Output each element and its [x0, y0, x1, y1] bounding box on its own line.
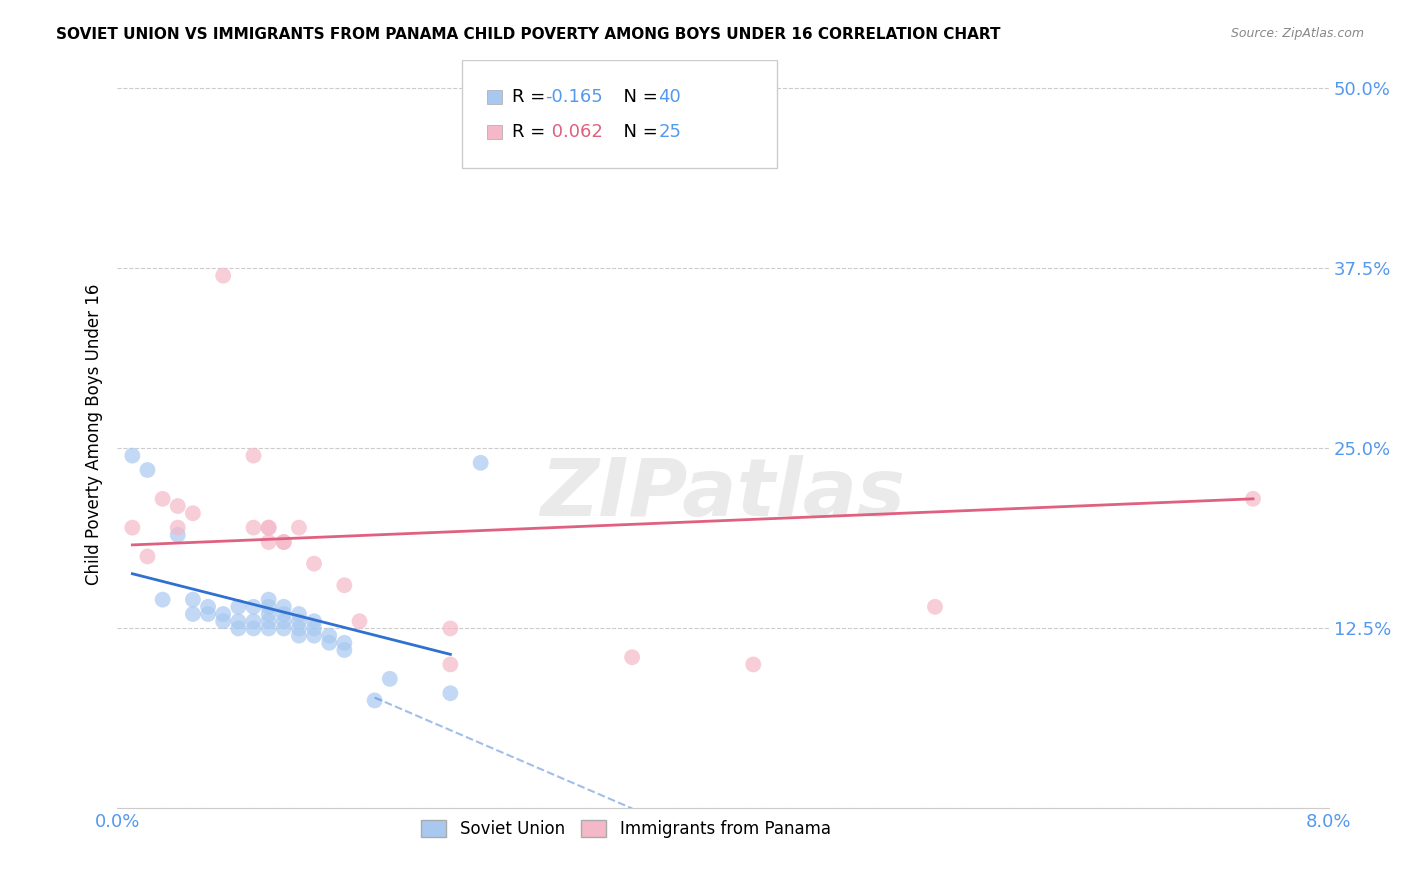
Point — [302, 614, 325, 628]
Legend: Soviet Union, Immigrants from Panama: Soviet Union, Immigrants from Panama — [415, 814, 838, 845]
Point — [318, 636, 340, 650]
Point — [121, 521, 143, 535]
Point — [166, 528, 188, 542]
Text: -0.165: -0.165 — [546, 88, 603, 106]
Point — [121, 449, 143, 463]
Point — [273, 599, 295, 614]
Text: 0.062: 0.062 — [546, 123, 603, 141]
Point — [273, 535, 295, 549]
Point — [212, 607, 235, 621]
Point — [621, 650, 644, 665]
Point — [212, 268, 235, 283]
Point — [288, 629, 311, 643]
Point — [378, 672, 401, 686]
Point — [439, 657, 461, 672]
Point — [181, 607, 204, 621]
Point — [181, 592, 204, 607]
Point — [242, 614, 264, 628]
Point — [257, 592, 280, 607]
Point — [166, 499, 188, 513]
Point — [136, 463, 159, 477]
Point — [136, 549, 159, 564]
Text: Source: ZipAtlas.com: Source: ZipAtlas.com — [1230, 27, 1364, 40]
Text: R =: R = — [512, 123, 551, 141]
Point — [152, 592, 174, 607]
FancyBboxPatch shape — [463, 60, 778, 169]
Point — [273, 607, 295, 621]
Point — [288, 521, 311, 535]
Point — [242, 599, 264, 614]
Point — [302, 557, 325, 571]
Point — [197, 607, 219, 621]
Text: 25: 25 — [658, 123, 682, 141]
FancyBboxPatch shape — [486, 126, 502, 139]
Text: SOVIET UNION VS IMMIGRANTS FROM PANAMA CHILD POVERTY AMONG BOYS UNDER 16 CORRELA: SOVIET UNION VS IMMIGRANTS FROM PANAMA C… — [56, 27, 1001, 42]
Point — [212, 614, 235, 628]
Text: N =: N = — [612, 88, 664, 106]
Point — [152, 491, 174, 506]
Point — [228, 599, 250, 614]
Point — [257, 622, 280, 636]
Point — [363, 693, 385, 707]
Point — [1241, 491, 1264, 506]
Point — [242, 521, 264, 535]
Point — [302, 629, 325, 643]
Point — [302, 622, 325, 636]
Point — [470, 456, 492, 470]
Point — [257, 607, 280, 621]
Point — [257, 599, 280, 614]
Point — [273, 622, 295, 636]
Point — [273, 614, 295, 628]
Point — [228, 614, 250, 628]
Point — [242, 449, 264, 463]
Point — [742, 657, 765, 672]
FancyBboxPatch shape — [486, 90, 502, 103]
Text: R =: R = — [512, 88, 551, 106]
Point — [333, 643, 356, 657]
Point — [288, 614, 311, 628]
Text: 40: 40 — [658, 88, 681, 106]
Text: ZIPatlas: ZIPatlas — [540, 455, 905, 533]
Point — [349, 614, 371, 628]
Point — [575, 146, 598, 161]
Point — [242, 622, 264, 636]
Text: N =: N = — [612, 123, 664, 141]
Point — [439, 622, 461, 636]
Point — [257, 521, 280, 535]
Point — [166, 521, 188, 535]
Point — [318, 629, 340, 643]
Point — [257, 614, 280, 628]
Point — [288, 607, 311, 621]
Point — [439, 686, 461, 700]
Y-axis label: Child Poverty Among Boys Under 16: Child Poverty Among Boys Under 16 — [86, 284, 103, 585]
Point — [333, 578, 356, 592]
Point — [257, 521, 280, 535]
Point — [333, 636, 356, 650]
Point — [181, 506, 204, 520]
Point — [197, 599, 219, 614]
Point — [288, 622, 311, 636]
Point — [257, 535, 280, 549]
Point — [924, 599, 946, 614]
Point — [273, 535, 295, 549]
Point — [228, 622, 250, 636]
